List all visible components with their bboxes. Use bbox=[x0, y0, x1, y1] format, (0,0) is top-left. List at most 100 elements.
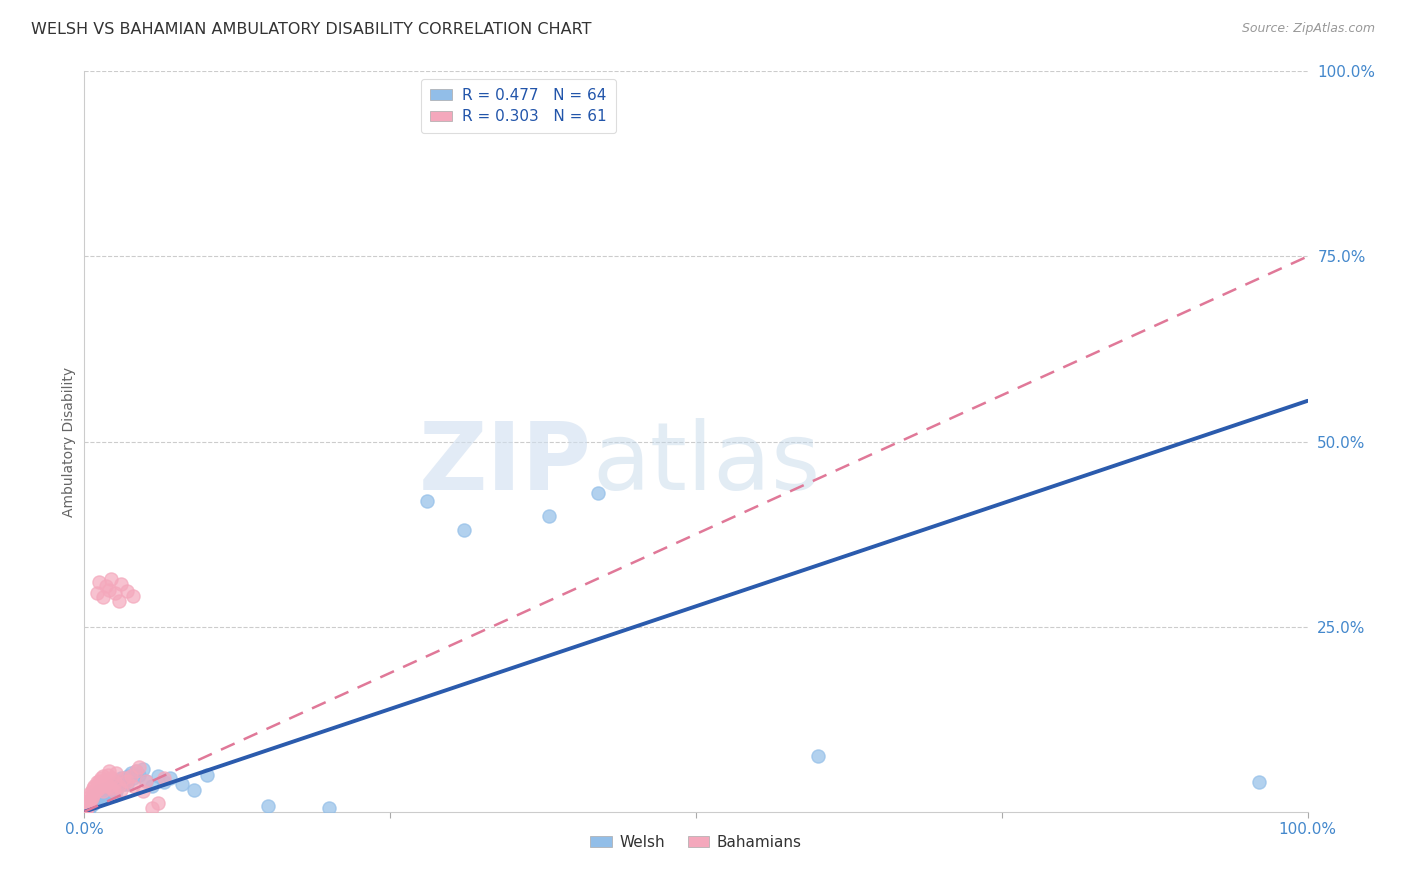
Point bbox=[128, 760, 150, 774]
Point bbox=[96, 786, 118, 800]
Point bbox=[83, 786, 105, 800]
Point bbox=[86, 782, 108, 797]
Point bbox=[110, 772, 132, 786]
Point bbox=[76, 796, 98, 810]
Point bbox=[107, 779, 129, 793]
Point bbox=[77, 800, 100, 814]
Point bbox=[75, 803, 97, 817]
Point bbox=[83, 794, 105, 808]
Point bbox=[115, 773, 138, 788]
Point bbox=[103, 776, 125, 790]
Point bbox=[120, 769, 142, 783]
Point bbox=[83, 789, 105, 803]
Point bbox=[115, 776, 138, 790]
Point bbox=[104, 789, 127, 803]
Point bbox=[97, 780, 120, 795]
Point bbox=[75, 798, 97, 813]
Point bbox=[89, 776, 111, 790]
Point bbox=[77, 802, 100, 816]
Point bbox=[86, 586, 108, 600]
Point bbox=[141, 801, 163, 815]
Point bbox=[79, 798, 101, 813]
Point bbox=[125, 764, 148, 778]
Point bbox=[135, 773, 157, 788]
Point bbox=[195, 767, 218, 781]
Text: atlas: atlas bbox=[592, 417, 820, 509]
Point bbox=[141, 779, 163, 793]
Point bbox=[97, 784, 120, 798]
Point bbox=[86, 786, 108, 800]
Point bbox=[115, 584, 138, 599]
Point bbox=[87, 780, 110, 795]
Point bbox=[91, 769, 114, 783]
Point bbox=[86, 791, 108, 805]
Point bbox=[77, 789, 100, 804]
Point bbox=[97, 582, 120, 597]
Point bbox=[153, 775, 176, 789]
Point bbox=[89, 787, 111, 801]
Point bbox=[79, 794, 101, 808]
Point bbox=[117, 769, 139, 783]
Point bbox=[122, 779, 145, 793]
Point bbox=[87, 773, 110, 788]
Point bbox=[538, 508, 561, 523]
Point bbox=[86, 775, 108, 789]
Text: Source: ZipAtlas.com: Source: ZipAtlas.com bbox=[1241, 22, 1375, 36]
Point bbox=[94, 784, 117, 798]
Point bbox=[110, 782, 132, 797]
Point bbox=[77, 796, 100, 810]
Point bbox=[453, 524, 475, 538]
Point bbox=[97, 764, 120, 778]
Point bbox=[76, 801, 98, 815]
Point bbox=[82, 797, 104, 812]
Point bbox=[105, 766, 128, 780]
Point bbox=[416, 493, 439, 508]
Point bbox=[104, 586, 127, 600]
Point bbox=[84, 784, 107, 798]
Point bbox=[100, 780, 122, 795]
Point bbox=[101, 780, 124, 795]
Point bbox=[87, 789, 110, 804]
Point bbox=[257, 798, 280, 813]
Point bbox=[80, 791, 103, 805]
Point bbox=[318, 801, 340, 815]
Y-axis label: Ambulatory Disability: Ambulatory Disability bbox=[62, 367, 76, 516]
Point bbox=[1247, 775, 1270, 789]
Point bbox=[87, 575, 110, 590]
Point bbox=[77, 797, 100, 812]
Point bbox=[105, 779, 128, 793]
Point bbox=[159, 772, 181, 786]
Point bbox=[107, 775, 129, 789]
Point bbox=[91, 590, 114, 604]
Point bbox=[90, 785, 112, 799]
Point bbox=[104, 775, 127, 789]
Point bbox=[132, 762, 155, 776]
Point bbox=[128, 767, 150, 781]
Point bbox=[101, 772, 124, 786]
Point bbox=[100, 572, 122, 586]
Text: WELSH VS BAHAMIAN AMBULATORY DISABILITY CORRELATION CHART: WELSH VS BAHAMIAN AMBULATORY DISABILITY … bbox=[31, 22, 592, 37]
Point bbox=[586, 486, 609, 500]
Point bbox=[183, 782, 205, 797]
Point bbox=[77, 798, 100, 813]
Point bbox=[122, 589, 145, 603]
Point bbox=[91, 784, 114, 798]
Point bbox=[135, 773, 157, 788]
Point bbox=[807, 749, 830, 764]
Point bbox=[84, 793, 107, 807]
Point bbox=[146, 796, 169, 810]
Point bbox=[132, 784, 155, 798]
Point bbox=[80, 784, 103, 798]
Point bbox=[96, 579, 118, 593]
Point bbox=[77, 794, 100, 808]
Point bbox=[76, 798, 98, 813]
Point bbox=[91, 782, 114, 797]
Point bbox=[125, 764, 148, 778]
Point bbox=[76, 801, 98, 815]
Point bbox=[93, 789, 115, 803]
Point bbox=[153, 772, 176, 786]
Point bbox=[103, 784, 125, 798]
Point bbox=[107, 593, 129, 607]
Point bbox=[80, 791, 103, 805]
Point bbox=[93, 779, 115, 793]
